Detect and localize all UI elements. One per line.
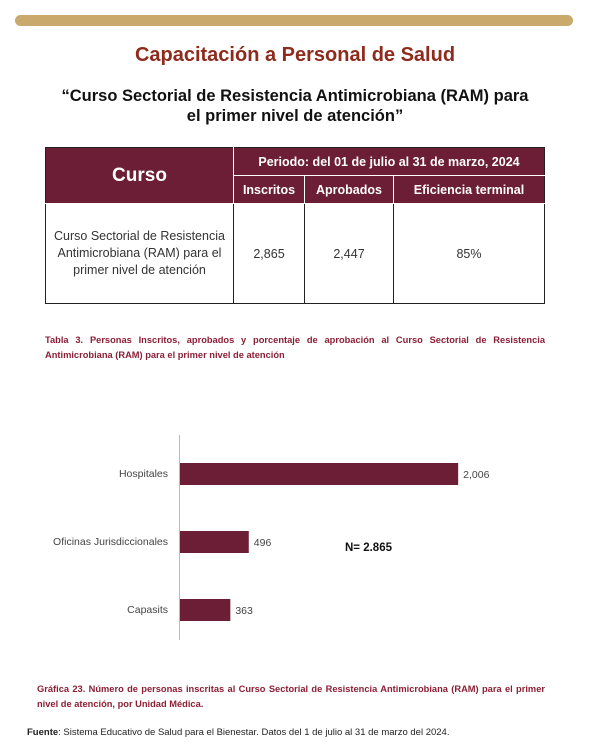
source: Fuente: Sistema Educativo de Salud para … [27, 727, 449, 738]
category-label: Capasits [127, 603, 168, 616]
category-label: Oficinas Jurisdiccionales [53, 535, 168, 548]
top-bar [15, 15, 573, 26]
chart-caption: Gráfica 23. Número de personas inscritas… [37, 684, 545, 709]
header-cell: Eficiencia terminal [393, 175, 545, 204]
bar [180, 599, 231, 621]
table-cell: 2,447 [304, 203, 394, 304]
header-cell: Inscritos [233, 175, 305, 204]
category-label: Hospitales [118, 467, 168, 480]
title: Capacitación a Personal de Salud [134, 44, 456, 66]
value-label: 496 [254, 537, 272, 549]
value-label: 2,006 [463, 469, 489, 481]
table-cell: 85% [393, 203, 545, 304]
table: Curso Periodo: del 01 de julio al 31 de … [45, 147, 545, 304]
header-cell: Aprobados [304, 175, 394, 204]
table-caption: Tabla 3. Personas Inscritos, aprobados y… [45, 335, 545, 360]
source-text: : Sistema Educativo de Salud para el Bie… [58, 727, 450, 738]
table-cell: 2,865 [233, 203, 305, 304]
subtitle: “Curso Sectorial de Resistencia Antimicr… [61, 87, 529, 125]
value-label: 363 [235, 605, 253, 617]
source-label: Fuente [27, 727, 59, 738]
header-cell: Curso [45, 147, 234, 204]
bar [180, 463, 459, 485]
bar [180, 531, 249, 553]
header-cell: Periodo: del 01 de julio al 31 de marzo,… [233, 147, 545, 176]
chart: 2,006 496 363 [179, 435, 490, 640]
annotation: N= 2.865 [345, 542, 392, 554]
table-cell: Curso Sectorial de Resistencia Antimicro… [45, 203, 234, 304]
